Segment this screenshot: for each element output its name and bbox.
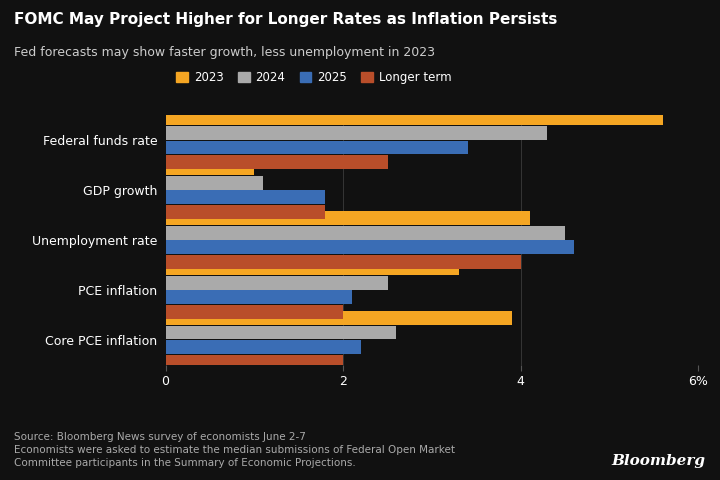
Bar bbox=[166, 290, 352, 304]
Bar bbox=[166, 176, 264, 190]
Bar bbox=[166, 111, 663, 125]
Text: FOMC May Project Higher for Longer Rates as Inflation Persists: FOMC May Project Higher for Longer Rates… bbox=[14, 12, 558, 27]
Bar bbox=[166, 191, 325, 204]
Bar bbox=[166, 340, 361, 354]
Legend: 2023, 2024, 2025, Longer term: 2023, 2024, 2025, Longer term bbox=[171, 66, 456, 89]
Bar bbox=[166, 211, 530, 225]
Bar bbox=[166, 240, 574, 254]
Bar bbox=[166, 261, 459, 275]
Bar bbox=[166, 126, 547, 140]
Bar bbox=[166, 141, 467, 154]
Text: Bloomberg: Bloomberg bbox=[611, 454, 706, 468]
Bar bbox=[166, 276, 387, 289]
Text: Source: Bloomberg News survey of economists June 2-7
Economists were asked to es: Source: Bloomberg News survey of economi… bbox=[14, 432, 455, 468]
Bar bbox=[166, 255, 521, 269]
Bar bbox=[166, 355, 343, 369]
Text: Fed forecasts may show faster growth, less unemployment in 2023: Fed forecasts may show faster growth, le… bbox=[14, 46, 436, 59]
Bar bbox=[166, 305, 343, 319]
Bar bbox=[166, 205, 325, 219]
Bar bbox=[166, 326, 397, 339]
Bar bbox=[166, 161, 254, 175]
Bar bbox=[166, 155, 387, 169]
Bar bbox=[166, 226, 565, 240]
Bar bbox=[166, 311, 512, 325]
